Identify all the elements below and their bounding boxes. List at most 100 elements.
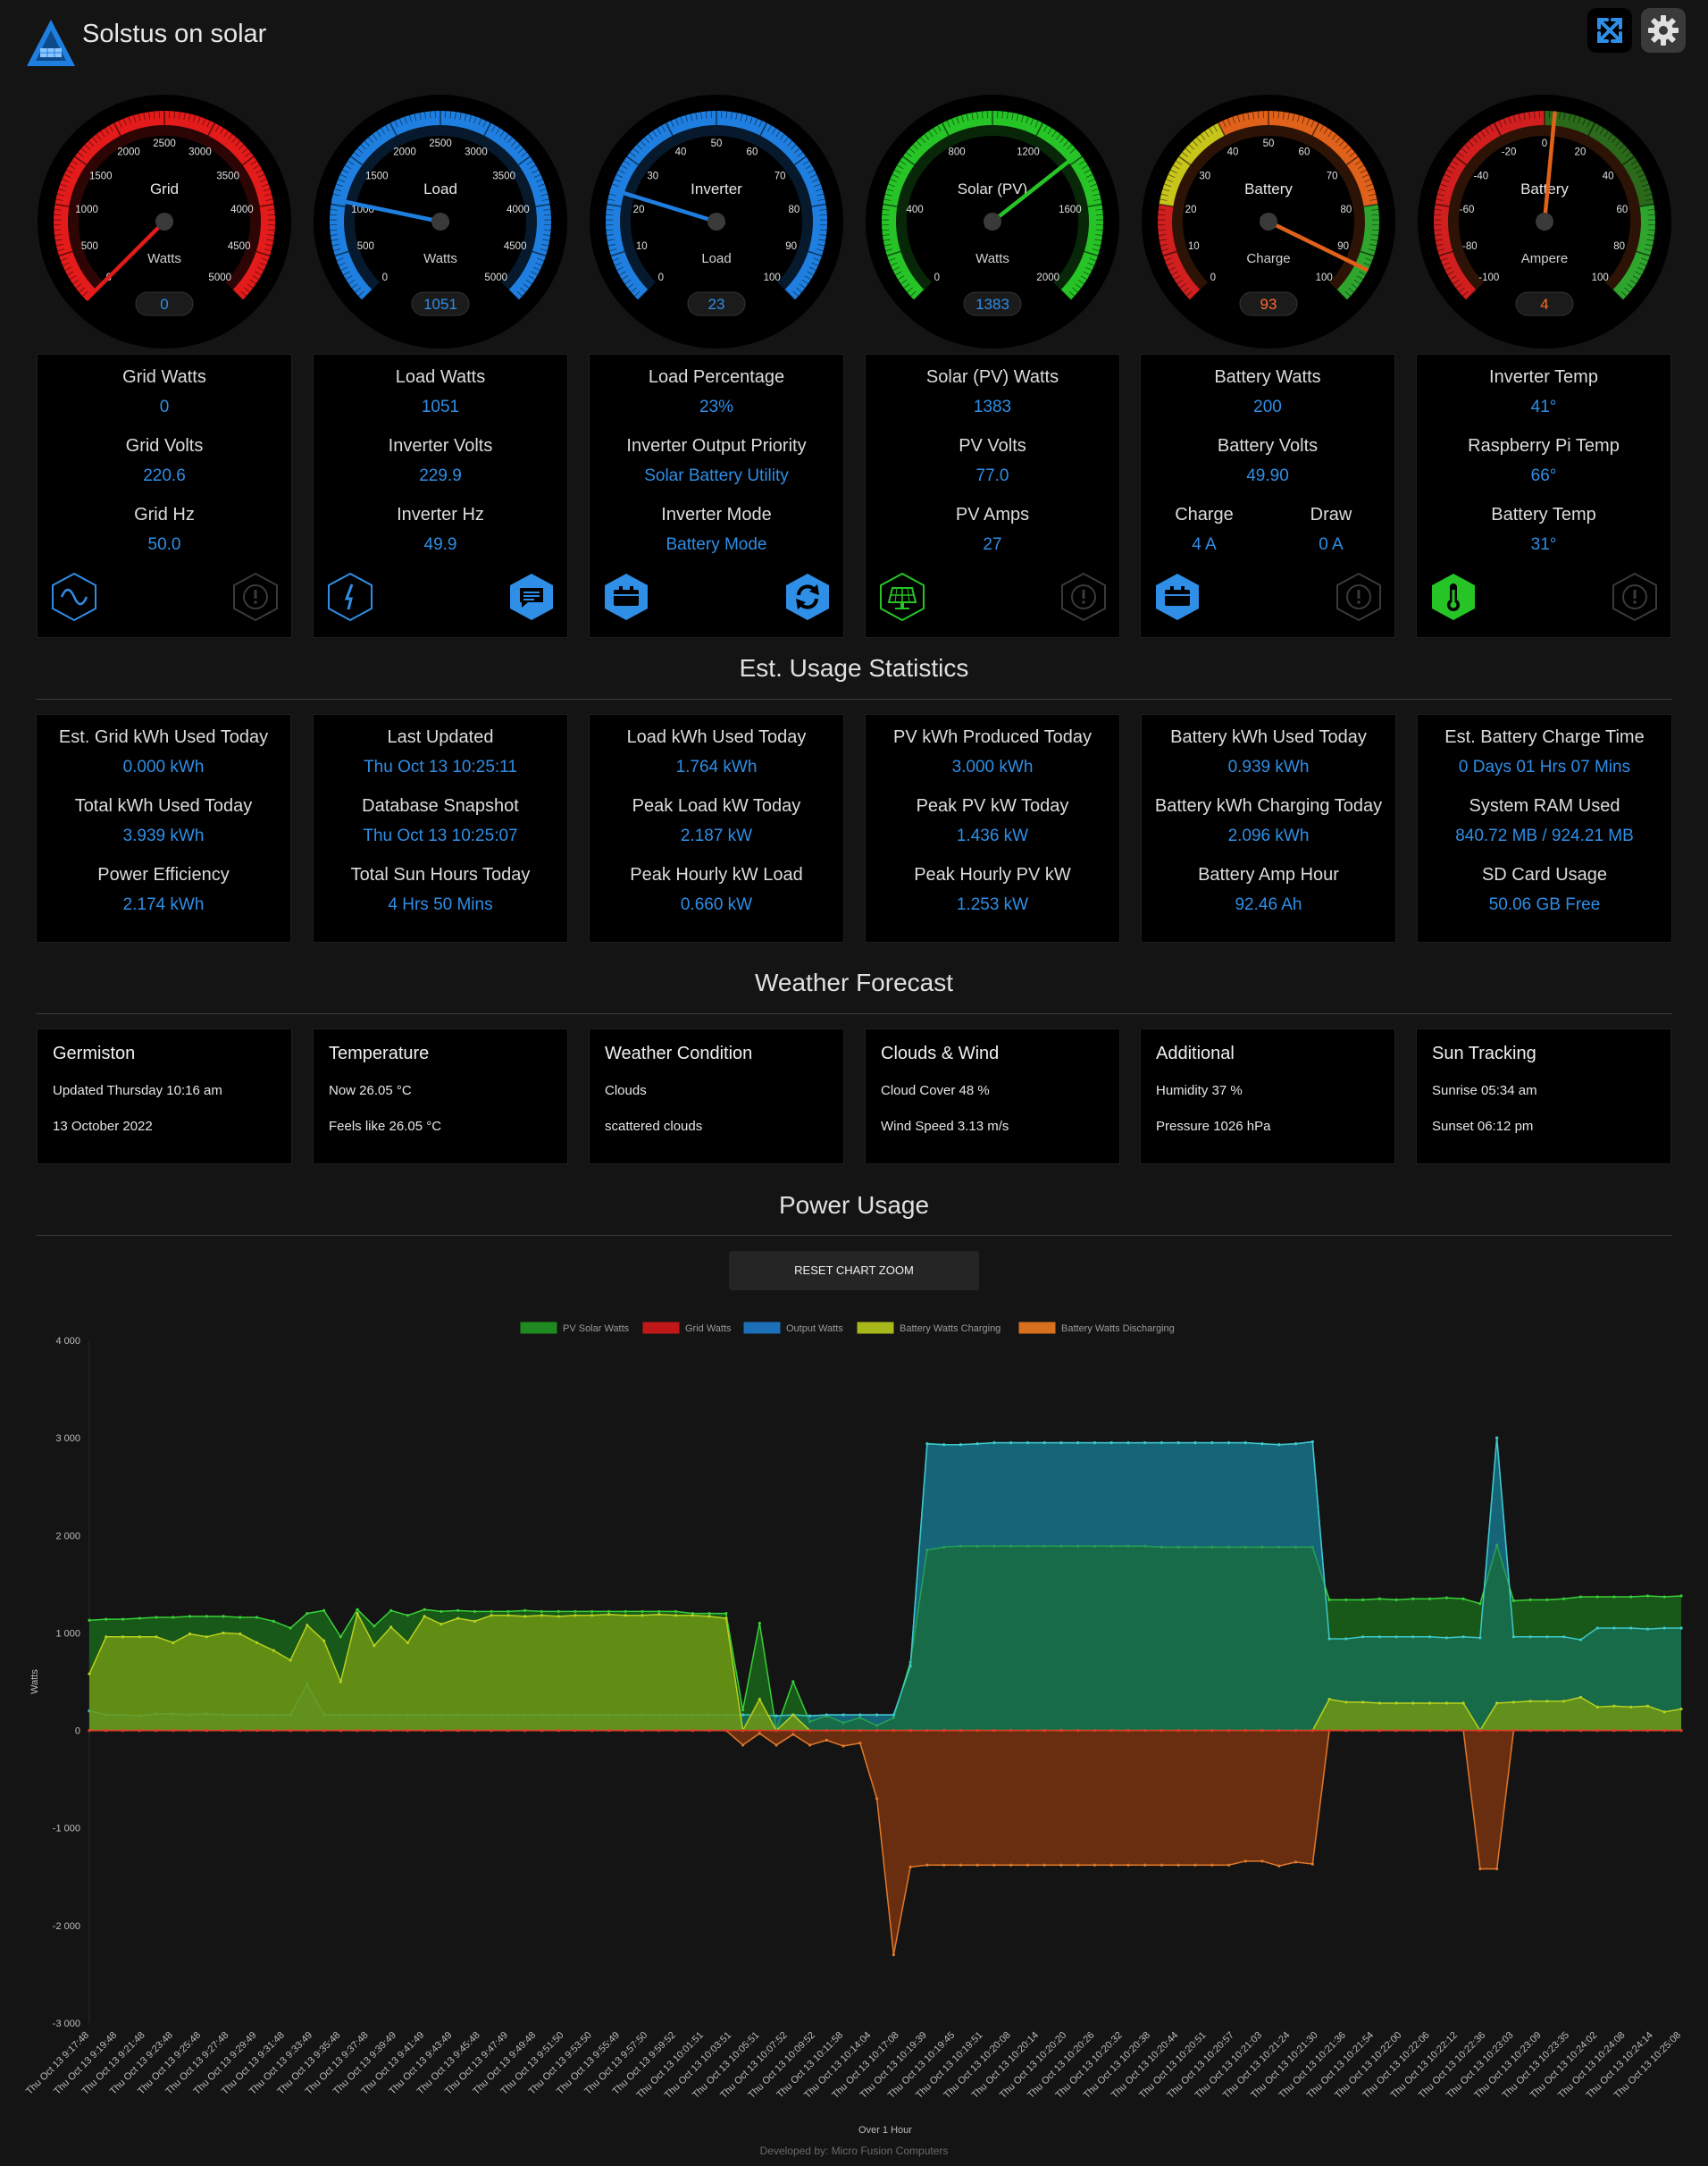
card-value: 1051 — [421, 398, 460, 416]
gauge-tick — [525, 279, 532, 285]
gauge-needle — [1541, 111, 1557, 231]
gauge-tick — [771, 128, 776, 135]
battery-watts-charging-point — [490, 1614, 493, 1617]
card-label: Solar (PV) Watts — [925, 367, 1059, 387]
reset-chart-zoom-button[interactable]: RESET CHART ZOOM — [729, 1251, 979, 1290]
weather-card-line: Pressure 1026 hPa — [1156, 1119, 1271, 1134]
legend-swatch[interactable] — [520, 1322, 557, 1334]
gauge-tick — [364, 140, 370, 147]
refresh-icon[interactable] — [784, 572, 831, 622]
gauge-tick — [892, 266, 900, 271]
gauge-title: Grid — [150, 180, 179, 197]
card-value: 0.660 kW — [680, 895, 753, 914]
gauge-tick-label: 1200 — [1017, 147, 1040, 158]
alert-icon[interactable] — [1612, 572, 1658, 622]
pv-solar-watts-point — [707, 1612, 711, 1616]
gauge-tick — [517, 155, 531, 166]
weather-card-line: Humidity 37 % — [1156, 1083, 1243, 1098]
grid-watts-point — [1662, 1728, 1666, 1733]
card-label: SD Card Usage — [1481, 865, 1608, 885]
gauge-arc-band — [1434, 111, 1545, 300]
power-usage-chart[interactable]: PV Solar Watts Grid Watts Output Watts Batt… — [0, 1305, 1708, 2136]
gauge-tick — [331, 239, 339, 241]
card-value: 23% — [699, 398, 734, 416]
gauge-tick — [517, 147, 524, 154]
gauge-tick — [385, 125, 389, 132]
gauge-tick — [1257, 111, 1260, 119]
gauge-tick — [1093, 198, 1101, 201]
gauge-tick — [231, 289, 244, 301]
grid-watts-point — [1478, 1728, 1482, 1733]
gauge-tick — [730, 112, 733, 120]
gauge-tick — [358, 290, 364, 297]
gauge-tick — [543, 234, 551, 236]
card-label: Grid Volts — [125, 436, 204, 456]
gauge-tick — [54, 229, 62, 231]
gauge-tick — [376, 130, 381, 138]
gauge-tick — [1192, 140, 1198, 147]
gauge-tick — [817, 243, 825, 247]
gauge-tick — [740, 113, 743, 122]
gauge-tick — [1361, 173, 1369, 178]
grid-watts-point — [1176, 1728, 1180, 1733]
battery-watts-discharging-point — [1495, 1867, 1499, 1871]
gauge-tick — [634, 290, 640, 297]
gauge-tick-label: 1500 — [89, 171, 113, 181]
legend-swatch[interactable] — [743, 1322, 781, 1334]
battery-icon[interactable] — [1154, 572, 1201, 622]
gauge-tick — [1351, 283, 1358, 289]
gauge-tick — [511, 140, 517, 147]
grid-watts-point — [691, 1728, 694, 1733]
legend-swatch[interactable] — [1018, 1322, 1056, 1334]
thermometer-icon[interactable] — [1430, 572, 1477, 622]
fullscreen-button[interactable] — [1587, 8, 1632, 53]
card-value: 0 — [159, 398, 170, 416]
plug-icon[interactable] — [327, 572, 373, 622]
gauge-tick-label: 100 — [1592, 273, 1609, 283]
gauge-tick — [1459, 287, 1465, 293]
card-value: Thu Oct 13 10:25:07 — [363, 827, 518, 845]
sine-wave-icon[interactable] — [51, 572, 97, 622]
legend-label[interactable]: Battery Watts Discharging — [1061, 1323, 1175, 1334]
output-watts-overlay-point — [1009, 1441, 1013, 1445]
solar-panel-icon[interactable] — [879, 572, 925, 622]
legend-label[interactable]: Battery Watts Charging — [900, 1323, 1001, 1334]
weather-sun-tracking-card: Sun Tracking Sunrise 05:34 am Sunset 06:… — [1416, 1028, 1671, 1164]
gauge-tick — [528, 275, 535, 281]
gauge-hub — [707, 213, 725, 231]
temperature-status-card: Inverter Temp 41° Raspberry Pi Temp 66° … — [1416, 354, 1671, 638]
gauge-tick — [1093, 243, 1101, 247]
gauge-tick — [429, 111, 431, 119]
grid-watts-point — [1126, 1728, 1130, 1733]
gauge-tick — [1174, 275, 1181, 281]
alert-icon[interactable] — [1335, 572, 1382, 622]
message-icon[interactable] — [508, 572, 555, 622]
legend-label[interactable]: Grid Watts — [685, 1323, 732, 1334]
legend-swatch[interactable] — [857, 1322, 894, 1334]
grid-watts-point — [1578, 1728, 1583, 1733]
battery-watts-charging-point — [105, 1635, 108, 1639]
x-axis-label: Over 1 Hour — [858, 2125, 912, 2136]
gauge-tick — [63, 262, 70, 266]
settings-button[interactable] — [1641, 8, 1686, 53]
battery-icon[interactable] — [603, 572, 649, 622]
grid-watts-point — [205, 1728, 208, 1733]
gauge-tick — [1360, 250, 1375, 257]
legend-label[interactable]: Output Watts — [786, 1323, 843, 1334]
pv-solar-watts-point — [1645, 1594, 1650, 1598]
gauge-unit: Watts — [423, 251, 457, 266]
alert-icon[interactable] — [1060, 572, 1107, 622]
gauge-tick — [606, 208, 614, 211]
grid-watts-point — [1612, 1728, 1616, 1733]
gauge-tick — [1364, 179, 1371, 182]
legend-swatch[interactable] — [642, 1322, 680, 1334]
alert-icon[interactable] — [232, 572, 279, 622]
gauge-tick — [241, 147, 248, 154]
gauge-tick — [1436, 193, 1444, 197]
gauge-arc-band — [882, 111, 1103, 300]
legend-label[interactable]: PV Solar Watts — [563, 1323, 630, 1334]
output-watts-overlay-point — [1277, 1443, 1281, 1447]
gauge-tick-label: 2500 — [153, 139, 176, 149]
gauge-tick — [614, 179, 621, 182]
battery-watts-charging-point — [121, 1635, 125, 1639]
